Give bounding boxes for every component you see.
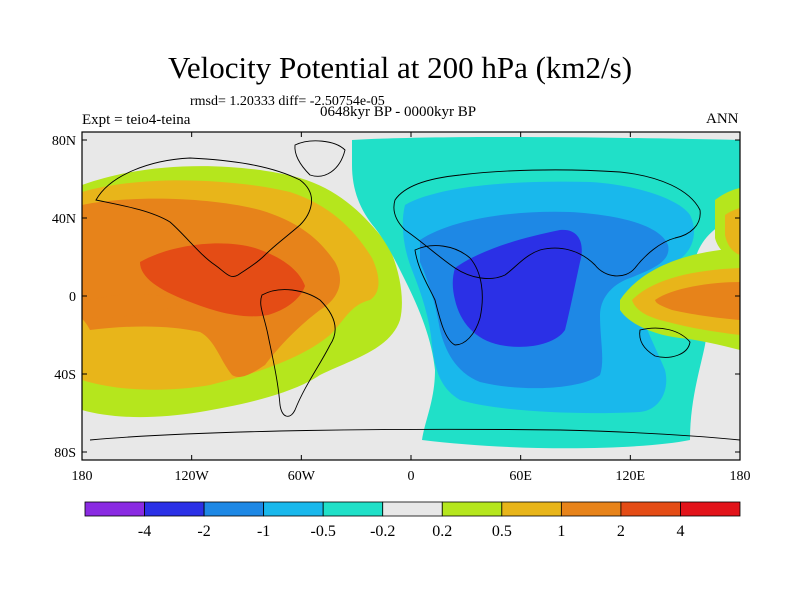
- colorbar-label: -1: [257, 523, 270, 540]
- period-label: 0648kyr BP - 0000kyr BP: [320, 104, 477, 120]
- colorbar-label: 4: [676, 523, 684, 540]
- contour-1-wpac: [655, 282, 740, 320]
- colorbar-label: -4: [138, 523, 151, 540]
- colorbar: -4 -2 -1 -0.5 -0.2 0.2 0.5 1 2 4: [84, 501, 741, 540]
- longitude-axis: 180 120W 60W 0 60E 120E 180: [72, 132, 751, 484]
- contour-2-west: [140, 243, 305, 317]
- lon-tick-label: 60E: [509, 469, 532, 484]
- contour-neg2-east: [452, 229, 582, 347]
- colorbar-label: 2: [617, 523, 625, 540]
- lon-tick-label: 180: [72, 469, 93, 484]
- lat-tick-label: 80S: [54, 446, 76, 461]
- lon-tick-label: 60W: [288, 469, 316, 484]
- lon-tick-label: 120W: [175, 469, 210, 484]
- lon-tick-label: 120E: [616, 469, 646, 484]
- colorbar-swatch: [322, 501, 384, 517]
- colorbar-swatch: [263, 501, 324, 517]
- colorbar-swatch: [441, 501, 503, 517]
- lat-tick-label: 40S: [54, 368, 76, 383]
- colorbar-swatch: [382, 501, 443, 517]
- colorbar-label: -0.5: [311, 523, 336, 540]
- contour-fill: [82, 137, 740, 449]
- map-title: Velocity Potential at 200 hPa (km2/s): [167, 50, 633, 85]
- colorbar-swatch: [144, 501, 205, 517]
- contour-1-strip: [90, 294, 185, 318]
- lat-tick-label: 80N: [52, 134, 76, 149]
- colorbar-swatch: [501, 501, 562, 517]
- latitude-axis: 80N 40N 0 40S 80S: [52, 134, 740, 461]
- lon-tick-label: 180: [730, 469, 751, 484]
- colorbar-swatch: [84, 501, 145, 517]
- colorbar-swatch: [620, 501, 681, 517]
- stats-label: rmsd= 1.20333 diff= -2.50754e-05: [190, 94, 385, 109]
- lon-tick-label: 0: [408, 469, 415, 484]
- colorbar-swatch: [680, 501, 741, 517]
- colorbar-label: 0.5: [492, 523, 512, 540]
- colorbar-swatch: [560, 501, 622, 517]
- colorbar-label: -0.2: [370, 523, 395, 540]
- contour-0p5-npac: [725, 208, 740, 255]
- colorbar-label: 0.2: [432, 523, 452, 540]
- colorbar-label: 1: [557, 523, 565, 540]
- colorbar-label: -2: [197, 523, 210, 540]
- lat-tick-label: 0: [69, 290, 76, 305]
- season-label: ANN: [706, 111, 739, 127]
- experiment-label: Expt = teio4-teina: [82, 112, 191, 128]
- lat-tick-label: 40N: [52, 212, 76, 227]
- map-panel: [81, 131, 741, 461]
- colorbar-swatch: [203, 501, 265, 517]
- coastlines: [89, 140, 740, 441]
